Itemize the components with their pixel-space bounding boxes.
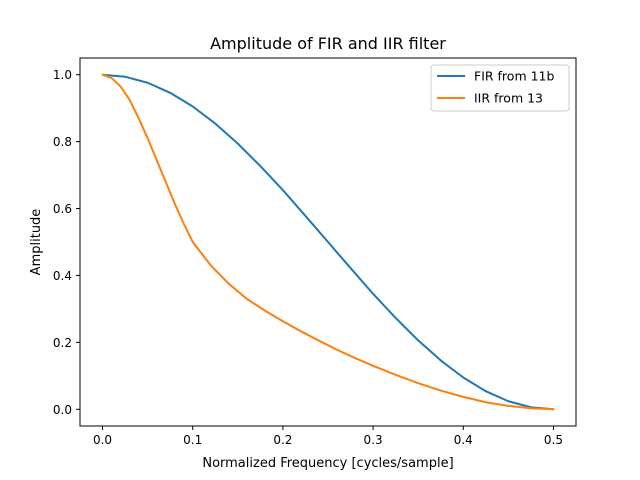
series-line-1 xyxy=(101,73,555,411)
legend-label-iir: IIR from 13 xyxy=(474,91,543,106)
legend-label-fir: FIR from 11b xyxy=(474,69,555,84)
x-axis-label: Normalized Frequency [cycles/sample] xyxy=(202,456,453,471)
legend: FIR from 11b IIR from 13 xyxy=(430,64,570,112)
x-tick-label: 0.5 xyxy=(544,433,563,447)
x-tick-label: 0.0 xyxy=(93,433,112,447)
y-tick-label: 1.0 xyxy=(53,68,72,82)
y-tick-label: 0.0 xyxy=(53,403,72,417)
axes-frame xyxy=(79,57,577,427)
x-tick-label: 0.4 xyxy=(454,433,473,447)
y-tick-label: 0.8 xyxy=(53,135,72,149)
y-tick-label: 0.6 xyxy=(53,202,72,216)
x-tick-label: 0.3 xyxy=(364,433,383,447)
x-axis-ticks: 0.0 0.1 0.2 0.3 0.4 0.5 xyxy=(93,426,563,447)
plot-area xyxy=(101,73,555,411)
y-tick-label: 0.4 xyxy=(53,269,72,283)
y-axis-ticks: 0.0 0.2 0.4 0.6 0.8 1.0 xyxy=(53,68,80,417)
y-tick-label: 0.2 xyxy=(53,336,72,350)
y-axis-label: Amplitude xyxy=(29,209,44,276)
x-tick-label: 0.1 xyxy=(183,433,202,447)
legend-box xyxy=(430,64,570,112)
chart-title: Amplitude of FIR and IIR filter xyxy=(210,34,446,53)
series-line-0 xyxy=(101,73,555,411)
x-tick-label: 0.2 xyxy=(273,433,292,447)
